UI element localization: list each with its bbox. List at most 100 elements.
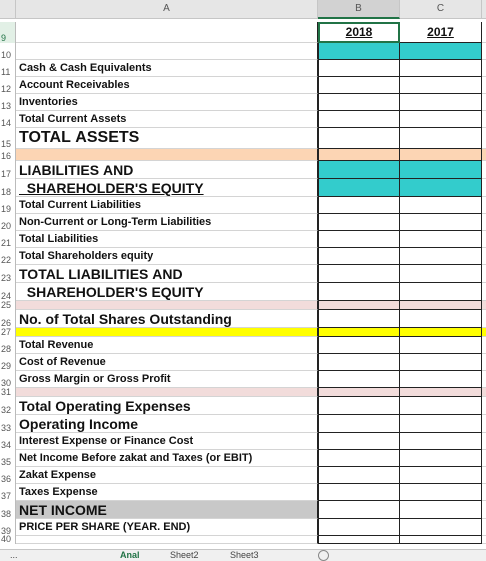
cell-c23[interactable] [400, 265, 482, 283]
cell-b9[interactable]: 2018 [318, 22, 400, 43]
sheet-tab-3[interactable]: Sheet2 [170, 550, 199, 560]
cell-b39[interactable] [318, 519, 400, 536]
cell-d9[interactable] [482, 22, 486, 43]
cell-d12[interactable] [482, 77, 486, 94]
cell-a12[interactable]: Account Receivables [16, 77, 318, 94]
row-header-13[interactable]: 13 [0, 94, 16, 111]
cell-b17[interactable] [318, 161, 400, 179]
cell-d31[interactable] [482, 388, 486, 397]
cell-a24[interactable]: SHAREHOLDER'S EQUITY [16, 283, 318, 301]
cell-a14[interactable]: Total Current Assets [16, 111, 318, 128]
cell-d11[interactable] [482, 60, 486, 77]
cell-c39[interactable] [400, 519, 482, 536]
cell-a31[interactable] [16, 388, 318, 397]
cell-b12[interactable] [318, 77, 400, 94]
cell-d34[interactable] [482, 433, 486, 450]
cell-b20[interactable] [318, 214, 400, 231]
cell-b10[interactable] [318, 43, 400, 60]
row-header-39[interactable]: 39 [0, 519, 16, 536]
row-header-35[interactable]: 35 [0, 450, 16, 467]
cell-c31[interactable] [400, 388, 482, 397]
row-header-11[interactable]: 11 [0, 60, 16, 77]
cell-d24[interactable] [482, 283, 486, 301]
cell-c37[interactable] [400, 484, 482, 501]
cell-a29[interactable]: Cost of Revenue [16, 354, 318, 371]
cell-c11[interactable] [400, 60, 482, 77]
cell-c25[interactable] [400, 301, 482, 310]
cell-c14[interactable] [400, 111, 482, 128]
cell-b24[interactable] [318, 283, 400, 301]
column-header-d[interactable] [482, 0, 486, 19]
cell-a13[interactable]: Inventories [16, 94, 318, 111]
cell-a21[interactable]: Total Liabilities [16, 231, 318, 248]
cell-d29[interactable] [482, 354, 486, 371]
row-header-31[interactable]: 31 [0, 387, 16, 397]
cell-a39[interactable]: PRICE PER SHARE (YEAR. END) [16, 519, 318, 536]
cell-a20[interactable]: Non-Current or Long-Term Liabilities [16, 214, 318, 231]
cell-d14[interactable] [482, 111, 486, 128]
row-header-21[interactable]: 21 [0, 231, 16, 248]
cell-d15[interactable] [482, 128, 486, 149]
cell-b23[interactable] [318, 265, 400, 283]
cell-c32[interactable] [400, 397, 482, 415]
row-header-38[interactable]: 38 [0, 501, 16, 519]
row-header-36[interactable]: 36 [0, 467, 16, 484]
row-header-23[interactable]: 23 [0, 265, 16, 283]
row-header-17[interactable]: 17 [0, 161, 16, 179]
cell-d27[interactable] [482, 328, 486, 337]
cell-a40[interactable] [16, 536, 318, 544]
cell-a25[interactable] [16, 301, 318, 310]
cell-c33[interactable] [400, 415, 482, 433]
cell-b22[interactable] [318, 248, 400, 265]
cell-b31[interactable] [318, 388, 400, 397]
row-header-14[interactable]: 14 [0, 111, 16, 128]
plus-circle-icon[interactable] [318, 550, 329, 561]
cell-d20[interactable] [482, 214, 486, 231]
cell-d22[interactable] [482, 248, 486, 265]
cell-a10[interactable] [16, 43, 318, 60]
cell-a36[interactable]: Zakat Expense [16, 467, 318, 484]
cell-d10[interactable] [482, 43, 486, 60]
cell-b30[interactable] [318, 371, 400, 388]
cell-b13[interactable] [318, 94, 400, 111]
cell-a17[interactable]: LIABILITIES AND [16, 161, 318, 179]
cell-a35[interactable]: Net Income Before zakat and Taxes (or EB… [16, 450, 318, 467]
row-header-28[interactable]: 28 [0, 337, 16, 354]
row-header-33[interactable]: 33 [0, 415, 16, 433]
cell-d16[interactable] [482, 149, 486, 161]
cell-c17[interactable] [400, 161, 482, 179]
cell-d17[interactable] [482, 161, 486, 179]
cell-d32[interactable] [482, 397, 486, 415]
cell-c28[interactable] [400, 337, 482, 354]
cell-b26[interactable] [318, 310, 400, 328]
row-header-9[interactable]: 9 [0, 22, 16, 43]
corner-select-all[interactable] [0, 0, 16, 19]
row-header-32[interactable]: 32 [0, 397, 16, 415]
cell-b14[interactable] [318, 111, 400, 128]
cell-d18[interactable] [482, 179, 486, 197]
cell-a19[interactable]: Total Current Liabilities [16, 197, 318, 214]
cell-c24[interactable] [400, 283, 482, 301]
cell-a30[interactable]: Gross Margin or Gross Profit [16, 371, 318, 388]
row-header-34[interactable]: 34 [0, 433, 16, 450]
cell-c16[interactable] [400, 149, 482, 161]
cell-c20[interactable] [400, 214, 482, 231]
cell-d26[interactable] [482, 310, 486, 328]
column-header-a[interactable]: A [16, 0, 318, 19]
cell-c10[interactable] [400, 43, 482, 60]
cell-b28[interactable] [318, 337, 400, 354]
row-header-27[interactable]: 27 [0, 327, 16, 337]
cell-c26[interactable] [400, 310, 482, 328]
row-header-24[interactable]: 24 [0, 283, 16, 301]
cell-d13[interactable] [482, 94, 486, 111]
cell-c34[interactable] [400, 433, 482, 450]
cell-a37[interactable]: Taxes Expense [16, 484, 318, 501]
cell-a9[interactable] [16, 22, 318, 43]
cell-c18[interactable] [400, 179, 482, 197]
cell-d25[interactable] [482, 301, 486, 310]
cell-d35[interactable] [482, 450, 486, 467]
sheet-tab-1[interactable]: ... [10, 550, 18, 560]
cell-b40[interactable] [318, 536, 400, 544]
row-header-18[interactable]: 18 [0, 179, 16, 197]
cell-c36[interactable] [400, 467, 482, 484]
